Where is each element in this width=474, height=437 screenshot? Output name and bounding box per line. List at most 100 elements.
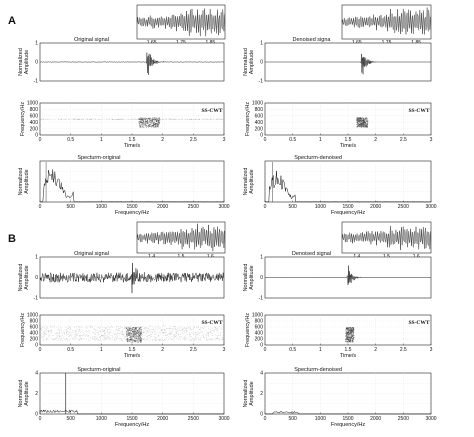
A-denoised-spec-amp-1: Normalized (243, 168, 249, 196)
B-denoised-spec-freq-label: Frequency/Hz (331, 422, 365, 428)
B-original-time-label: Time/s (124, 353, 141, 359)
tf-point (87, 335, 89, 337)
tf-point (129, 334, 131, 335)
tf-point (126, 329, 128, 330)
tf-point (182, 328, 183, 330)
tf-point (95, 330, 97, 331)
tf-point (131, 330, 133, 331)
tf-point (133, 339, 135, 340)
tf-point (217, 328, 219, 329)
tf-point (142, 332, 144, 333)
tf-point (219, 118, 221, 120)
tf-point (76, 328, 78, 330)
tf-point (131, 119, 133, 120)
tf-point (118, 119, 120, 120)
tf-point (349, 329, 351, 330)
tf-point (107, 336, 109, 338)
A-original-tf-ytick-label: 600 (30, 114, 39, 120)
tf-point (139, 333, 141, 335)
tf-point (140, 121, 142, 123)
tf-point (128, 340, 130, 342)
tf-point (133, 330, 135, 332)
tf-point (347, 328, 348, 329)
tf-point (108, 119, 110, 120)
tf-point (178, 326, 180, 328)
tf-point (208, 338, 210, 340)
tf-point (352, 330, 353, 331)
A-denoised-inset-frame (341, 4, 432, 40)
tf-point (185, 328, 187, 329)
A-denoised-tf-xtick-label: 0.5 (289, 137, 296, 143)
tf-point (163, 329, 165, 330)
tf-point (95, 337, 97, 339)
tf-point (367, 118, 369, 119)
tf-point (132, 329, 134, 331)
A-original-spec-freq-label: Frequency/Hz (115, 210, 149, 216)
tf-point (139, 331, 141, 333)
tf-point (217, 119, 219, 120)
tf-point (58, 336, 60, 337)
tf-point (53, 339, 55, 340)
tf-point (123, 333, 125, 334)
tf-point (152, 120, 154, 121)
tf-point (139, 124, 141, 126)
tf-point (60, 339, 62, 341)
tf-point (149, 123, 151, 125)
tf-point (50, 332, 52, 334)
tf-point (347, 336, 348, 338)
tf-point (347, 332, 349, 334)
tf-point (142, 117, 144, 119)
tf-point (362, 122, 364, 124)
tf-point (151, 339, 153, 340)
tf-point (157, 119, 159, 121)
tf-point (143, 118, 145, 120)
tf-point (138, 331, 140, 333)
tf-point (120, 119, 122, 120)
tf-point (361, 125, 362, 127)
tf-point (141, 331, 143, 332)
B-original-tf-ytick-label: 0 (35, 343, 38, 349)
tf-point (154, 126, 156, 127)
tf-point (128, 334, 130, 336)
tf-point (172, 338, 174, 340)
tf-point (149, 120, 150, 122)
tf-point (169, 334, 171, 335)
tf-point (165, 118, 167, 120)
tf-point (65, 331, 67, 333)
tf-point (147, 125, 148, 127)
tf-point (48, 330, 49, 332)
tf-point (178, 119, 180, 120)
A-denoised-spec-xtick-label: 2500 (398, 204, 409, 210)
tf-point (92, 118, 94, 120)
tf-point (149, 325, 151, 327)
tf-point (81, 331, 82, 332)
tf-point (216, 118, 218, 120)
tf-point (101, 335, 103, 336)
tf-point (154, 126, 155, 128)
tf-point (175, 119, 177, 120)
tf-point (84, 336, 86, 337)
tf-point (140, 126, 141, 128)
tf-point (176, 331, 178, 332)
tf-point (136, 339, 138, 341)
A-denoised-tf-xtick-label: 2.5 (400, 137, 407, 143)
tf-point (142, 126, 143, 128)
B-original-tf-label: SS-CWT (201, 320, 222, 326)
tf-point (156, 120, 158, 121)
tf-point (48, 331, 49, 333)
B-original-spec-ytick-label: 2 (35, 391, 38, 397)
B-denoised-tf-xtick-label: 3 (430, 347, 433, 353)
tf-point (141, 119, 143, 120)
tf-point (192, 338, 194, 339)
tf-point (162, 119, 164, 120)
tf-point (139, 123, 141, 125)
tf-point (165, 339, 167, 341)
tf-point (75, 332, 77, 334)
tf-point (143, 121, 145, 122)
B-denoised-spec-amp-1: Normalized (243, 380, 249, 408)
tf-point (190, 340, 192, 341)
tf-point (184, 337, 186, 338)
tf-point (362, 124, 363, 125)
tf-point (73, 118, 74, 120)
